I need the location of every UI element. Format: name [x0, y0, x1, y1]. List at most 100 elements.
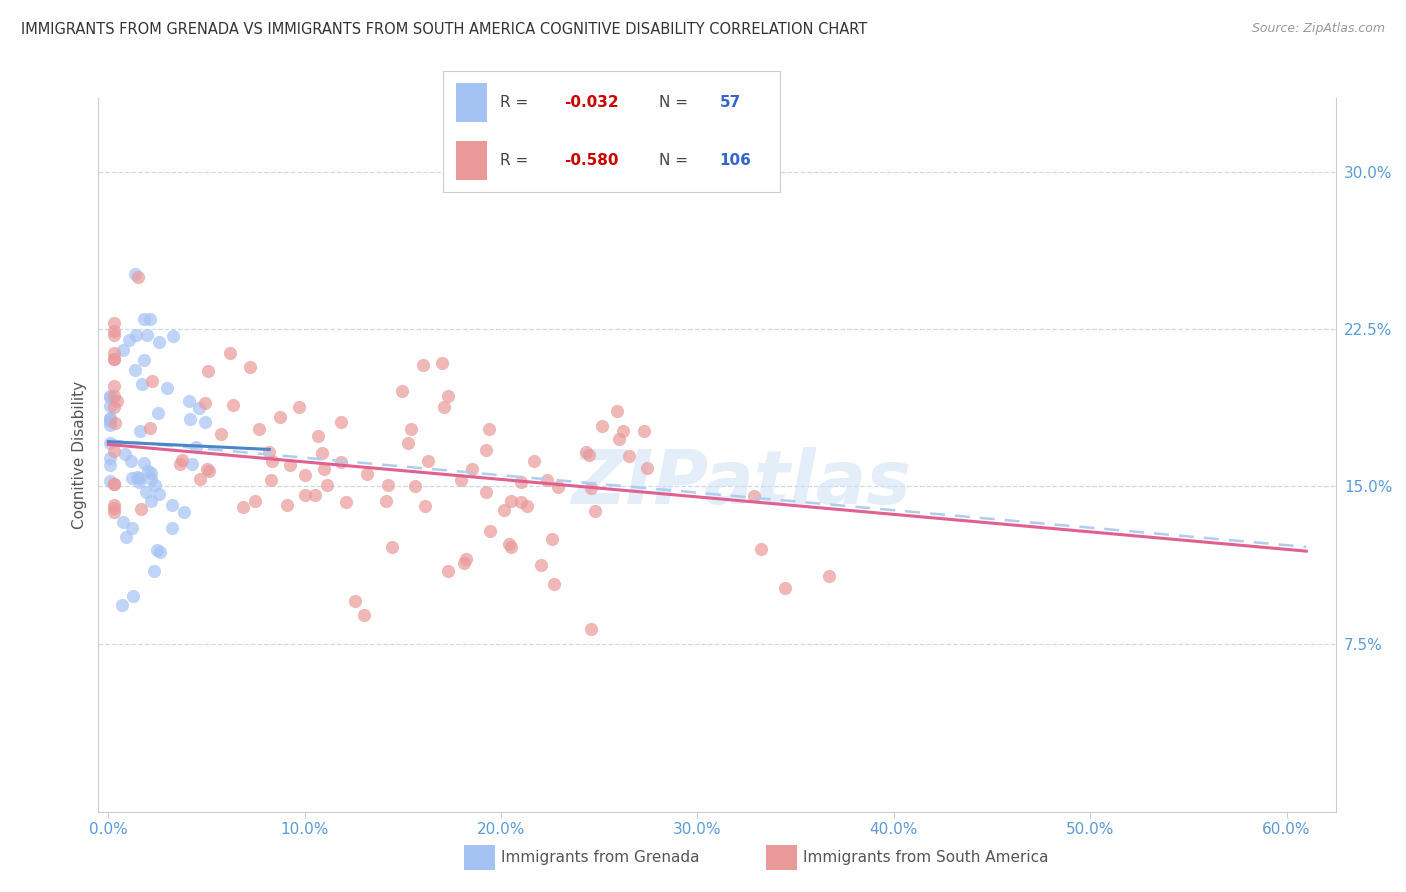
Point	[432, 356, 454, 370]
Point	[579, 622, 602, 636]
Point	[98, 417, 121, 432]
Point	[335, 494, 357, 508]
Bar	[457, 84, 486, 122]
Point	[257, 445, 280, 459]
Point	[375, 493, 398, 508]
Point	[304, 487, 326, 501]
Text: Immigrants from Grenada: Immigrants from Grenada	[501, 850, 699, 864]
Point	[172, 453, 194, 467]
Point	[356, 467, 378, 482]
Point	[523, 454, 546, 468]
Point	[456, 552, 478, 566]
Point	[111, 515, 134, 529]
Point	[121, 520, 143, 534]
Text: Immigrants from South America: Immigrants from South America	[803, 850, 1049, 864]
Point	[98, 435, 121, 450]
Point	[404, 479, 426, 493]
Point	[232, 500, 254, 515]
Point	[498, 536, 520, 550]
Point	[316, 478, 339, 492]
Text: ZIPatlas: ZIPatlas	[572, 447, 912, 520]
Point	[607, 432, 630, 446]
Point	[149, 544, 172, 558]
Point	[247, 422, 270, 436]
Point	[132, 456, 155, 470]
Point	[132, 312, 155, 326]
Point	[125, 470, 148, 484]
Point	[115, 530, 138, 544]
Point	[617, 449, 640, 463]
Text: Source: ZipAtlas.com: Source: ZipAtlas.com	[1251, 22, 1385, 36]
Point	[818, 569, 841, 583]
Point	[173, 505, 195, 519]
Point	[181, 457, 204, 471]
Point	[478, 422, 501, 436]
Point	[120, 454, 142, 468]
Point	[160, 521, 183, 535]
Y-axis label: Cognitive Disability: Cognitive Disability	[72, 381, 87, 529]
Point	[162, 328, 184, 343]
Text: N =: N =	[659, 153, 693, 168]
Text: 57: 57	[720, 95, 741, 111]
Point	[294, 488, 316, 502]
Point	[412, 358, 434, 372]
Point	[162, 498, 184, 512]
Point	[636, 461, 658, 475]
Point	[139, 471, 162, 485]
Point	[437, 564, 460, 578]
Point	[98, 414, 121, 428]
Point	[143, 564, 166, 578]
Point	[139, 421, 162, 435]
Point	[134, 352, 156, 367]
Point	[100, 450, 122, 465]
Point	[98, 458, 121, 472]
Point	[396, 436, 419, 450]
Point	[103, 416, 125, 430]
Point	[330, 415, 353, 429]
Point	[98, 399, 121, 413]
Point	[148, 334, 170, 349]
Point	[612, 424, 634, 438]
Point	[418, 454, 440, 468]
Point	[197, 464, 219, 478]
Point	[742, 489, 765, 503]
Point	[311, 445, 333, 459]
Point	[139, 466, 162, 480]
Point	[218, 346, 240, 360]
Point	[98, 411, 121, 425]
Point	[98, 389, 121, 403]
Point	[222, 398, 245, 412]
Point	[773, 582, 796, 596]
Point	[749, 541, 772, 556]
Point	[141, 374, 163, 388]
Point	[433, 400, 456, 414]
Point	[245, 494, 267, 508]
Point	[575, 445, 598, 459]
Point	[103, 351, 125, 366]
Point	[391, 384, 413, 398]
Point	[124, 267, 146, 281]
Text: -0.580: -0.580	[564, 153, 619, 168]
Point	[509, 475, 531, 490]
Bar	[457, 141, 486, 179]
Point	[148, 487, 170, 501]
Point	[413, 499, 436, 513]
Point	[103, 351, 125, 366]
Point	[543, 577, 565, 591]
Point	[111, 598, 134, 612]
Text: N =: N =	[659, 95, 693, 111]
Point	[103, 389, 125, 403]
Point	[129, 424, 152, 438]
Point	[103, 501, 125, 516]
Point	[330, 455, 353, 469]
Point	[516, 499, 538, 513]
Point	[177, 393, 200, 408]
Point	[294, 468, 316, 483]
Point	[127, 269, 149, 284]
Point	[112, 343, 135, 357]
Point	[475, 485, 498, 500]
Point	[179, 412, 201, 426]
Point	[190, 472, 212, 486]
Point	[103, 505, 125, 519]
Point	[103, 477, 125, 491]
